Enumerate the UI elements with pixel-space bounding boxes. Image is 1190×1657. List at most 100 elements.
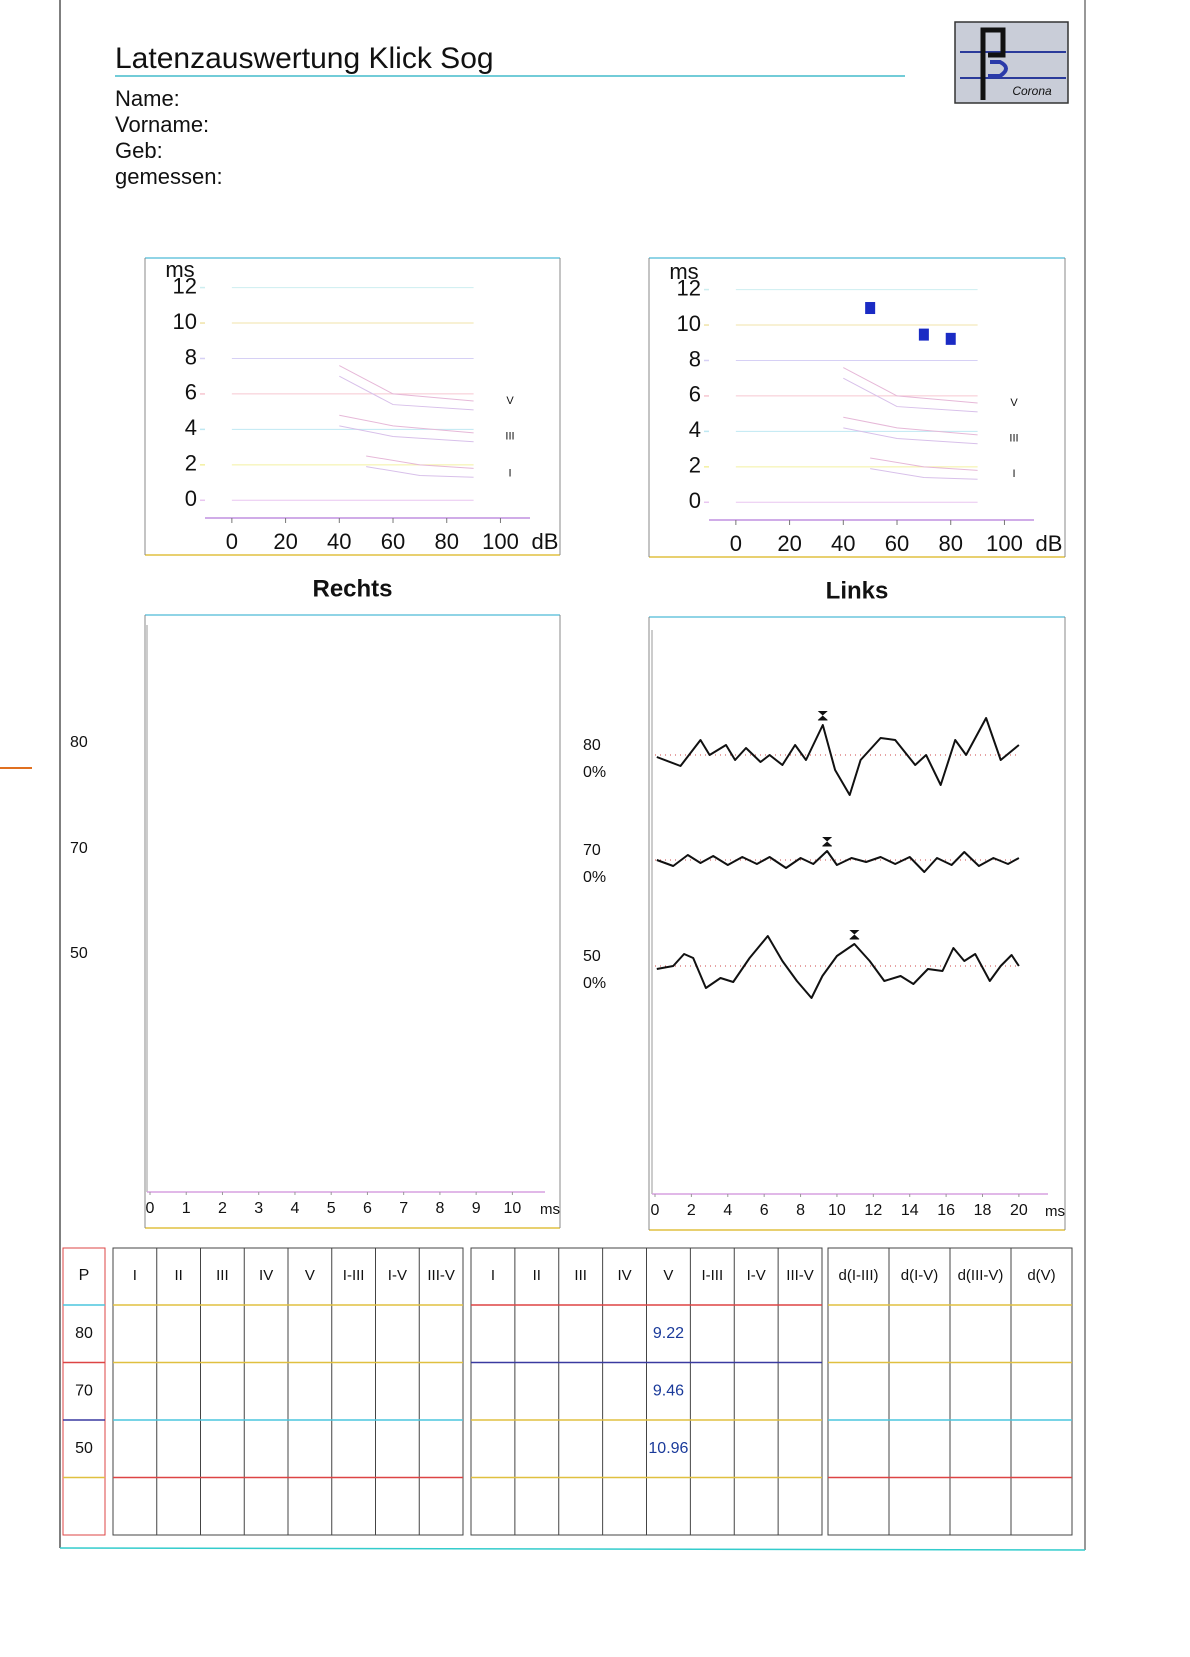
norm-curve bbox=[366, 455, 474, 469]
x-tick-label: 0 bbox=[226, 529, 238, 554]
column-header: I-III bbox=[701, 1267, 723, 1284]
trace-level: 80 bbox=[70, 734, 88, 751]
peak-marker bbox=[817, 711, 828, 721]
x-tick-label: 7 bbox=[399, 1200, 408, 1217]
x-axis-label: ms bbox=[540, 1201, 560, 1218]
trace bbox=[656, 850, 1020, 873]
x-tick-label: 0 bbox=[730, 531, 742, 556]
x-tick-label: 3 bbox=[254, 1200, 263, 1217]
x-tick-label: 8 bbox=[796, 1202, 805, 1219]
norm-curve bbox=[870, 468, 978, 480]
x-tick-label: 10 bbox=[503, 1200, 521, 1217]
wave-label: III bbox=[505, 430, 514, 442]
trace-gain: 0% bbox=[583, 764, 606, 781]
page-border bbox=[59, 1547, 1086, 1551]
trace-gain: 0% bbox=[583, 869, 606, 886]
x-tick-label: 20 bbox=[273, 529, 297, 554]
y-tick-label: 2 bbox=[185, 451, 197, 476]
norm-curve bbox=[339, 425, 474, 443]
trace bbox=[656, 717, 1020, 796]
y-tick-label: 10 bbox=[173, 309, 197, 334]
x-tick-label: 5 bbox=[327, 1200, 336, 1217]
y-tick-label: 10 bbox=[677, 311, 701, 336]
x-tick-label: 40 bbox=[831, 531, 855, 556]
column-header: V bbox=[305, 1267, 315, 1284]
x-tick-label: 2 bbox=[687, 1202, 696, 1219]
column-header: III bbox=[216, 1267, 229, 1284]
column-header: IV bbox=[617, 1267, 631, 1284]
x-tick-label: 1 bbox=[182, 1200, 191, 1217]
trace-level: 50 bbox=[70, 945, 88, 962]
column-header: d(V) bbox=[1027, 1267, 1055, 1284]
latency-point bbox=[918, 328, 929, 341]
norm-curve bbox=[366, 466, 474, 478]
p-value: 80 bbox=[75, 1325, 93, 1342]
trace-gain: 0% bbox=[583, 975, 606, 992]
cell-value: 10.96 bbox=[648, 1440, 688, 1457]
column-header: I-V bbox=[388, 1267, 407, 1284]
norm-curve bbox=[339, 365, 474, 402]
column-header: V bbox=[663, 1267, 673, 1284]
cell-value: 9.46 bbox=[653, 1382, 684, 1399]
x-tick-label: 60 bbox=[885, 531, 909, 556]
column-header: I-III bbox=[343, 1267, 365, 1284]
peak-marker bbox=[822, 837, 833, 847]
field-label: gemessen: bbox=[115, 164, 223, 189]
x-axis-label: ms bbox=[1045, 1203, 1065, 1220]
column-header: P bbox=[79, 1267, 90, 1284]
x-tick-label: 20 bbox=[777, 531, 801, 556]
p-value: 70 bbox=[75, 1382, 93, 1399]
field-label: Name: bbox=[115, 86, 180, 111]
logo-text: Corona bbox=[1012, 84, 1052, 98]
column-header: IV bbox=[259, 1267, 273, 1284]
y-tick-label: 4 bbox=[185, 415, 197, 440]
y-tick-label: 0 bbox=[185, 486, 197, 511]
wave-label: V bbox=[506, 395, 514, 407]
y-tick-label: 12 bbox=[677, 275, 701, 300]
panel-title: Links bbox=[826, 577, 889, 604]
logo: Corona bbox=[954, 21, 1069, 104]
norm-curve bbox=[339, 414, 474, 434]
field-label: Vorname: bbox=[115, 112, 209, 137]
x-tick-label: 9 bbox=[472, 1200, 481, 1217]
x-tick-label: 100 bbox=[986, 531, 1023, 556]
column-header: II bbox=[533, 1267, 541, 1284]
column-header: III bbox=[574, 1267, 587, 1284]
norm-curve bbox=[870, 457, 978, 471]
x-tick-label: 100 bbox=[482, 529, 519, 554]
wave-label: III bbox=[1009, 432, 1018, 444]
logo-mark bbox=[980, 27, 1006, 100]
latency-point bbox=[865, 302, 876, 315]
p-column bbox=[62, 1247, 106, 1536]
norm-curve bbox=[339, 375, 474, 411]
column-header: III-V bbox=[786, 1267, 814, 1284]
y-tick-label: 6 bbox=[185, 380, 197, 405]
x-tick-label: 0 bbox=[146, 1200, 155, 1217]
y-tick-label: 8 bbox=[689, 346, 701, 371]
panel-title: Rechts bbox=[312, 575, 392, 602]
title: Latenzauswertung Klick Sog bbox=[115, 42, 494, 75]
logo-mark bbox=[988, 60, 1008, 78]
trace-level: 50 bbox=[583, 948, 601, 965]
norm-curve bbox=[843, 416, 978, 436]
latency-point bbox=[945, 332, 956, 345]
x-tick-label: 14 bbox=[901, 1202, 919, 1219]
column-header: I bbox=[491, 1267, 495, 1284]
x-tick-label: 8 bbox=[435, 1200, 444, 1217]
x-tick-label: 6 bbox=[760, 1202, 769, 1219]
p-value: 50 bbox=[75, 1440, 93, 1457]
peak-marker bbox=[849, 930, 860, 940]
wave-label: I bbox=[508, 468, 511, 480]
y-tick-label: 8 bbox=[185, 344, 197, 369]
norm-curve bbox=[843, 427, 978, 445]
x-tick-label: 18 bbox=[974, 1202, 992, 1219]
x-tick-label: 12 bbox=[864, 1202, 882, 1219]
x-tick-label: 16 bbox=[937, 1202, 955, 1219]
x-tick-label: 6 bbox=[363, 1200, 372, 1217]
wave-label: I bbox=[1012, 468, 1015, 480]
x-tick-label: 40 bbox=[327, 529, 351, 554]
x-tick-label: 4 bbox=[723, 1202, 732, 1219]
logo-box bbox=[954, 21, 1069, 104]
norm-curve bbox=[843, 367, 978, 404]
